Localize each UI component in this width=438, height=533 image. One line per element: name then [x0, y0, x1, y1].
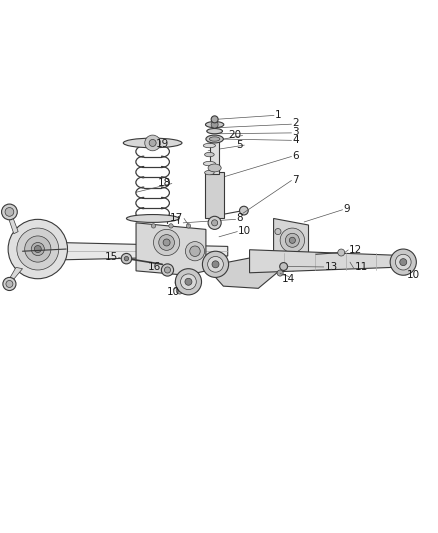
Circle shape: [121, 253, 132, 264]
Text: 1: 1: [275, 110, 282, 119]
Text: 19: 19: [155, 139, 169, 149]
Ellipse shape: [123, 138, 182, 148]
Circle shape: [34, 246, 41, 253]
Text: 2: 2: [292, 118, 299, 128]
Circle shape: [161, 264, 173, 276]
Circle shape: [390, 249, 417, 275]
Ellipse shape: [205, 152, 214, 157]
Circle shape: [175, 269, 201, 295]
Text: 3: 3: [292, 127, 299, 137]
Circle shape: [124, 256, 129, 261]
Text: 14: 14: [282, 274, 296, 284]
Text: 12: 12: [349, 245, 362, 255]
Circle shape: [396, 254, 411, 270]
Circle shape: [208, 216, 221, 229]
Text: 10: 10: [238, 225, 251, 236]
Text: 11: 11: [354, 262, 367, 272]
Ellipse shape: [205, 171, 214, 175]
Circle shape: [151, 224, 155, 228]
Polygon shape: [136, 223, 206, 275]
Text: 10: 10: [166, 287, 180, 297]
Text: 6: 6: [292, 151, 299, 161]
Circle shape: [17, 228, 59, 270]
Polygon shape: [206, 251, 285, 288]
Circle shape: [25, 236, 51, 262]
Circle shape: [280, 263, 288, 270]
Circle shape: [31, 243, 44, 256]
Circle shape: [145, 135, 160, 151]
Text: 16: 16: [148, 262, 161, 272]
Ellipse shape: [206, 135, 223, 143]
Circle shape: [176, 287, 183, 294]
Text: 4: 4: [292, 135, 299, 145]
Circle shape: [169, 224, 173, 228]
Circle shape: [6, 280, 13, 287]
Circle shape: [211, 116, 218, 123]
Text: 10: 10: [407, 270, 420, 280]
Circle shape: [180, 274, 196, 289]
Polygon shape: [7, 212, 18, 234]
Ellipse shape: [205, 122, 224, 128]
Circle shape: [153, 229, 180, 256]
Circle shape: [277, 270, 283, 276]
Circle shape: [286, 233, 299, 247]
Text: 13: 13: [325, 262, 338, 271]
Text: 7: 7: [292, 175, 299, 185]
Circle shape: [5, 207, 14, 216]
Circle shape: [212, 261, 219, 268]
Circle shape: [185, 241, 205, 261]
Ellipse shape: [203, 143, 215, 148]
Polygon shape: [18, 241, 228, 261]
Bar: [210, 140, 219, 174]
Circle shape: [400, 259, 407, 265]
Circle shape: [202, 251, 229, 277]
Ellipse shape: [209, 137, 220, 141]
Circle shape: [175, 278, 184, 287]
Circle shape: [240, 206, 248, 215]
Ellipse shape: [207, 128, 223, 134]
Circle shape: [212, 220, 218, 226]
Text: 9: 9: [343, 204, 350, 214]
Ellipse shape: [127, 215, 179, 222]
Circle shape: [275, 255, 281, 261]
Circle shape: [2, 204, 17, 220]
Circle shape: [164, 267, 170, 273]
Text: 20: 20: [229, 130, 242, 140]
Ellipse shape: [203, 161, 215, 166]
Bar: [205, 172, 224, 219]
Polygon shape: [274, 219, 308, 271]
Circle shape: [149, 140, 156, 147]
Circle shape: [289, 237, 295, 244]
Circle shape: [280, 228, 304, 253]
Circle shape: [163, 239, 170, 246]
Circle shape: [275, 229, 281, 235]
Text: 18: 18: [158, 177, 171, 188]
Circle shape: [186, 224, 191, 228]
Circle shape: [185, 278, 192, 285]
Polygon shape: [7, 268, 22, 284]
Circle shape: [338, 249, 345, 256]
Circle shape: [159, 235, 174, 251]
Polygon shape: [250, 250, 403, 273]
Ellipse shape: [208, 164, 221, 172]
Circle shape: [8, 220, 67, 279]
Text: 8: 8: [237, 214, 243, 223]
Text: 17: 17: [170, 213, 183, 223]
Text: 5: 5: [237, 140, 243, 150]
Text: 15: 15: [104, 252, 118, 262]
Circle shape: [211, 121, 218, 128]
Circle shape: [3, 277, 16, 290]
Circle shape: [190, 246, 200, 256]
Circle shape: [208, 256, 223, 272]
